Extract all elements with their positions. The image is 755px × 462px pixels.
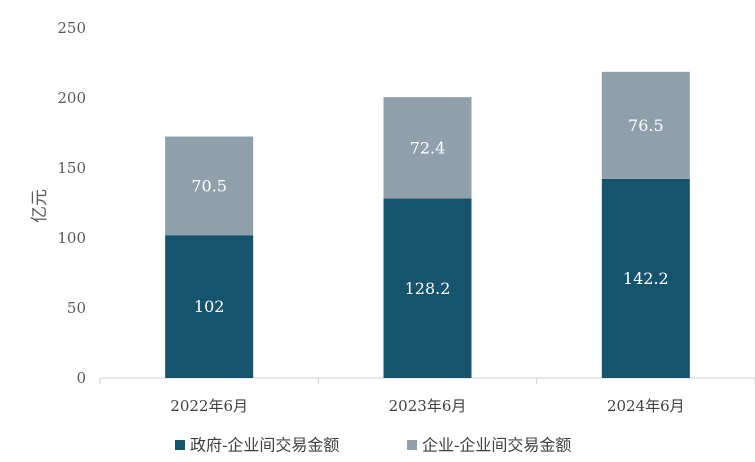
- y-tick-label: 0: [76, 369, 86, 387]
- y-axis-ticks: 0 50 100 150 200 250: [57, 19, 86, 387]
- y-axis-title: 亿元: [30, 189, 50, 223]
- legend: 政府-企业间交易金额 企业-企业间交易金额: [175, 436, 571, 455]
- y-tick-label: 200: [57, 89, 86, 107]
- legend-item-enterprise-enterprise: 企业-企业间交易金额: [407, 436, 571, 455]
- bar-gov-enterprise: [165, 235, 254, 378]
- bar-gov-enterprise: [383, 198, 472, 378]
- bar-data-label: 72.4: [410, 138, 446, 157]
- y-tick-label: 250: [57, 19, 86, 37]
- bar-enterprise-enterprise: [383, 97, 472, 199]
- y-tick-label: 100: [57, 229, 86, 247]
- x-tick-label: 2024年6月: [607, 397, 685, 415]
- plot-area: 102 70.5 2022年6月 128.2 72.4 2023年6月 142.2 76.5 2…: [99, 71, 755, 415]
- bar-enterprise-enterprise: [165, 136, 254, 236]
- bar-data-label: 70.5: [191, 176, 227, 195]
- bar-data-label: 102: [194, 297, 225, 316]
- bar-gov-enterprise: [601, 178, 690, 378]
- legend-swatch: [175, 440, 185, 450]
- y-tick-label: 50: [67, 299, 86, 317]
- legend-label: 政府-企业间交易金额: [190, 436, 339, 455]
- bar-enterprise-enterprise: [601, 71, 690, 179]
- x-tick-label: 2022年6月: [170, 397, 248, 415]
- x-tick-label: 2023年6月: [389, 397, 467, 415]
- bar-data-label: 128.2: [405, 279, 451, 298]
- legend-swatch: [407, 440, 417, 450]
- legend-label: 企业-企业间交易金额: [422, 436, 571, 455]
- y-axis-title-group: 亿元: [30, 189, 50, 223]
- legend-item-gov-enterprise: 政府-企业间交易金额: [175, 436, 339, 455]
- y-tick-label: 150: [57, 159, 86, 177]
- bar-data-label: 142.2: [623, 269, 669, 288]
- bar-data-label: 76.5: [628, 116, 664, 135]
